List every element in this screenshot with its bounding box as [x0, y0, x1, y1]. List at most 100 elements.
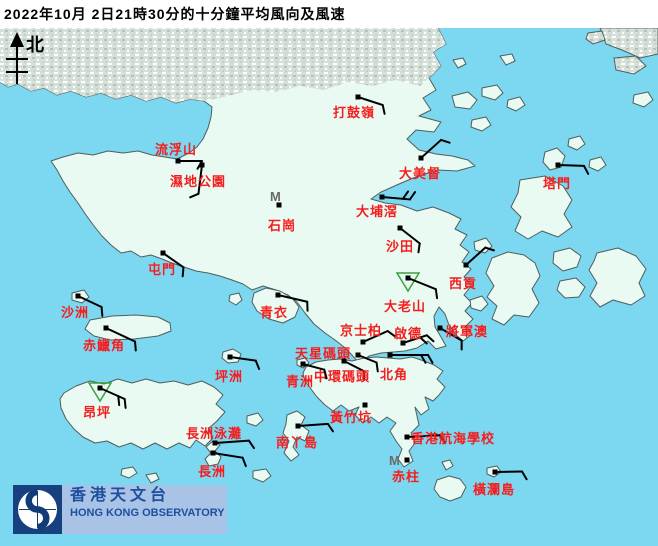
- station-label: 赤柱: [392, 469, 420, 484]
- station-dot: [387, 352, 393, 358]
- wind-barb-staff: [381, 196, 411, 201]
- wind-barb-feather: [420, 354, 427, 364]
- calm-triangle-symbol: [395, 272, 421, 293]
- station-green-island: 青洲: [286, 361, 328, 389]
- station-label: 塔門: [543, 176, 571, 191]
- wind-barb-feather: [323, 368, 328, 380]
- mainland-landmass: [0, 27, 476, 364]
- station-label: 沙田: [386, 239, 414, 254]
- wind-barb-staff: [362, 330, 389, 343]
- station-ngong-ping: 昂坪: [83, 382, 127, 420]
- wind-barb-staff: [399, 227, 421, 245]
- station-label: 赤鱲角: [83, 338, 125, 353]
- lamma-island-shape: [282, 410, 310, 462]
- station-dot: [175, 158, 181, 164]
- station-ta-kwu-ling: 打鼓嶺: [333, 94, 386, 120]
- station-label: 香港航海學校: [410, 431, 495, 446]
- wind-barb-feather: [386, 330, 396, 338]
- wind-barb-feather: [181, 266, 185, 278]
- station-star-ferry: 天星碼頭: [295, 346, 379, 373]
- station-waglan-island: 橫瀾島: [473, 469, 528, 497]
- mirs-bay-islet-2: [452, 57, 467, 69]
- station-dot: [341, 358, 347, 364]
- wind-barb-staff: [343, 360, 365, 372]
- station-dot: [276, 202, 282, 208]
- station-dot: [379, 194, 385, 200]
- double-haven-islet: [470, 116, 492, 132]
- ma-wan-island: [228, 292, 243, 306]
- wind-barb-feather: [427, 354, 434, 364]
- map-title: 2022年10月 2日21時30分的十分鐘平均風向及風速: [0, 0, 658, 28]
- islet-near-stanley: [441, 459, 454, 471]
- hko-logo-square: [13, 485, 62, 534]
- station-dot: [97, 385, 103, 391]
- station-dot: [492, 469, 498, 475]
- station-label: 沙洲: [61, 305, 89, 320]
- wind-barb-staff: [402, 334, 428, 344]
- station-label: 長洲泳灘: [186, 426, 242, 441]
- soko-island-2: [145, 472, 160, 484]
- wind-barb-feather: [401, 190, 410, 200]
- wind-barb-staff: [557, 164, 585, 167]
- wind-barb-staff: [105, 327, 137, 343]
- station-chek-lap-kok: 赤鱲角: [83, 325, 137, 353]
- station-dot: [418, 155, 424, 161]
- station-tates-cairn: 大老山: [384, 272, 439, 314]
- maintenance-m-marker: M: [270, 189, 281, 204]
- wind-barb-feather: [582, 164, 590, 175]
- wind-barb-feather: [520, 470, 528, 481]
- station-label: 中環碼頭: [314, 369, 370, 384]
- station-dot: [275, 292, 281, 298]
- station-label: 北角: [380, 367, 408, 382]
- hko-name-english: HONG KONG OBSERVATORY: [70, 507, 225, 519]
- station-label: 大埔滘: [356, 204, 398, 219]
- wind-barb-feather: [100, 305, 104, 317]
- station-dot: [355, 94, 361, 100]
- wind-barb-staff: [420, 138, 443, 159]
- station-dot: [212, 440, 218, 446]
- high-junk-peak-2: [556, 277, 586, 299]
- station-sha-tin: 沙田: [386, 225, 421, 254]
- wind-barb-staff: [214, 439, 250, 444]
- station-dot: [404, 457, 410, 463]
- wind-barb-feather: [117, 395, 121, 407]
- station-dot: [404, 434, 410, 440]
- high-junk-peak-1: [552, 247, 582, 272]
- airport-island: [84, 314, 172, 341]
- wind-barb-feather: [484, 246, 495, 252]
- station-label: 青衣: [260, 305, 288, 320]
- wind-barb-staff: [407, 277, 437, 291]
- station-label: 青洲: [286, 374, 314, 389]
- station-dot: [355, 352, 361, 358]
- yantian-land-2: [613, 55, 647, 75]
- station-dot: [397, 225, 403, 231]
- station-hk-sea-school: 香港航海學校: [404, 431, 495, 446]
- sai-kung-east-peninsula: [510, 175, 573, 240]
- lantau-island: [59, 378, 226, 450]
- maintenance-m-marker: M: [389, 453, 400, 468]
- station-sai-kung: 西貢: [449, 246, 495, 291]
- station-dot: [199, 162, 205, 168]
- station-dot: [362, 402, 368, 408]
- station-dot: [463, 262, 469, 268]
- wind-barb-staff: [297, 422, 329, 427]
- hko-logo-text-block: 香港天文台 HONG KONG OBSERVATORY: [62, 485, 225, 534]
- wind-barb-feather: [419, 336, 428, 345]
- yantian-land: [599, 27, 658, 59]
- wind-barb-staff: [99, 387, 126, 400]
- crooked-island-2: [481, 84, 504, 101]
- soko-island-1: [120, 466, 138, 479]
- wind-barb-staff: [465, 246, 487, 266]
- station-label: 坪洲: [215, 369, 243, 384]
- station-dot: [437, 325, 443, 331]
- wind-barb-feather: [440, 138, 451, 144]
- station-central-pier: 中環碼頭: [314, 358, 370, 384]
- wind-barb-staff: [162, 252, 185, 269]
- wind-barb-feather: [247, 439, 255, 450]
- ping-chau-island: [632, 91, 654, 108]
- wind-barb-staff: [357, 96, 384, 107]
- crooked-island-3: [506, 96, 526, 112]
- station-label: 大老山: [384, 299, 426, 314]
